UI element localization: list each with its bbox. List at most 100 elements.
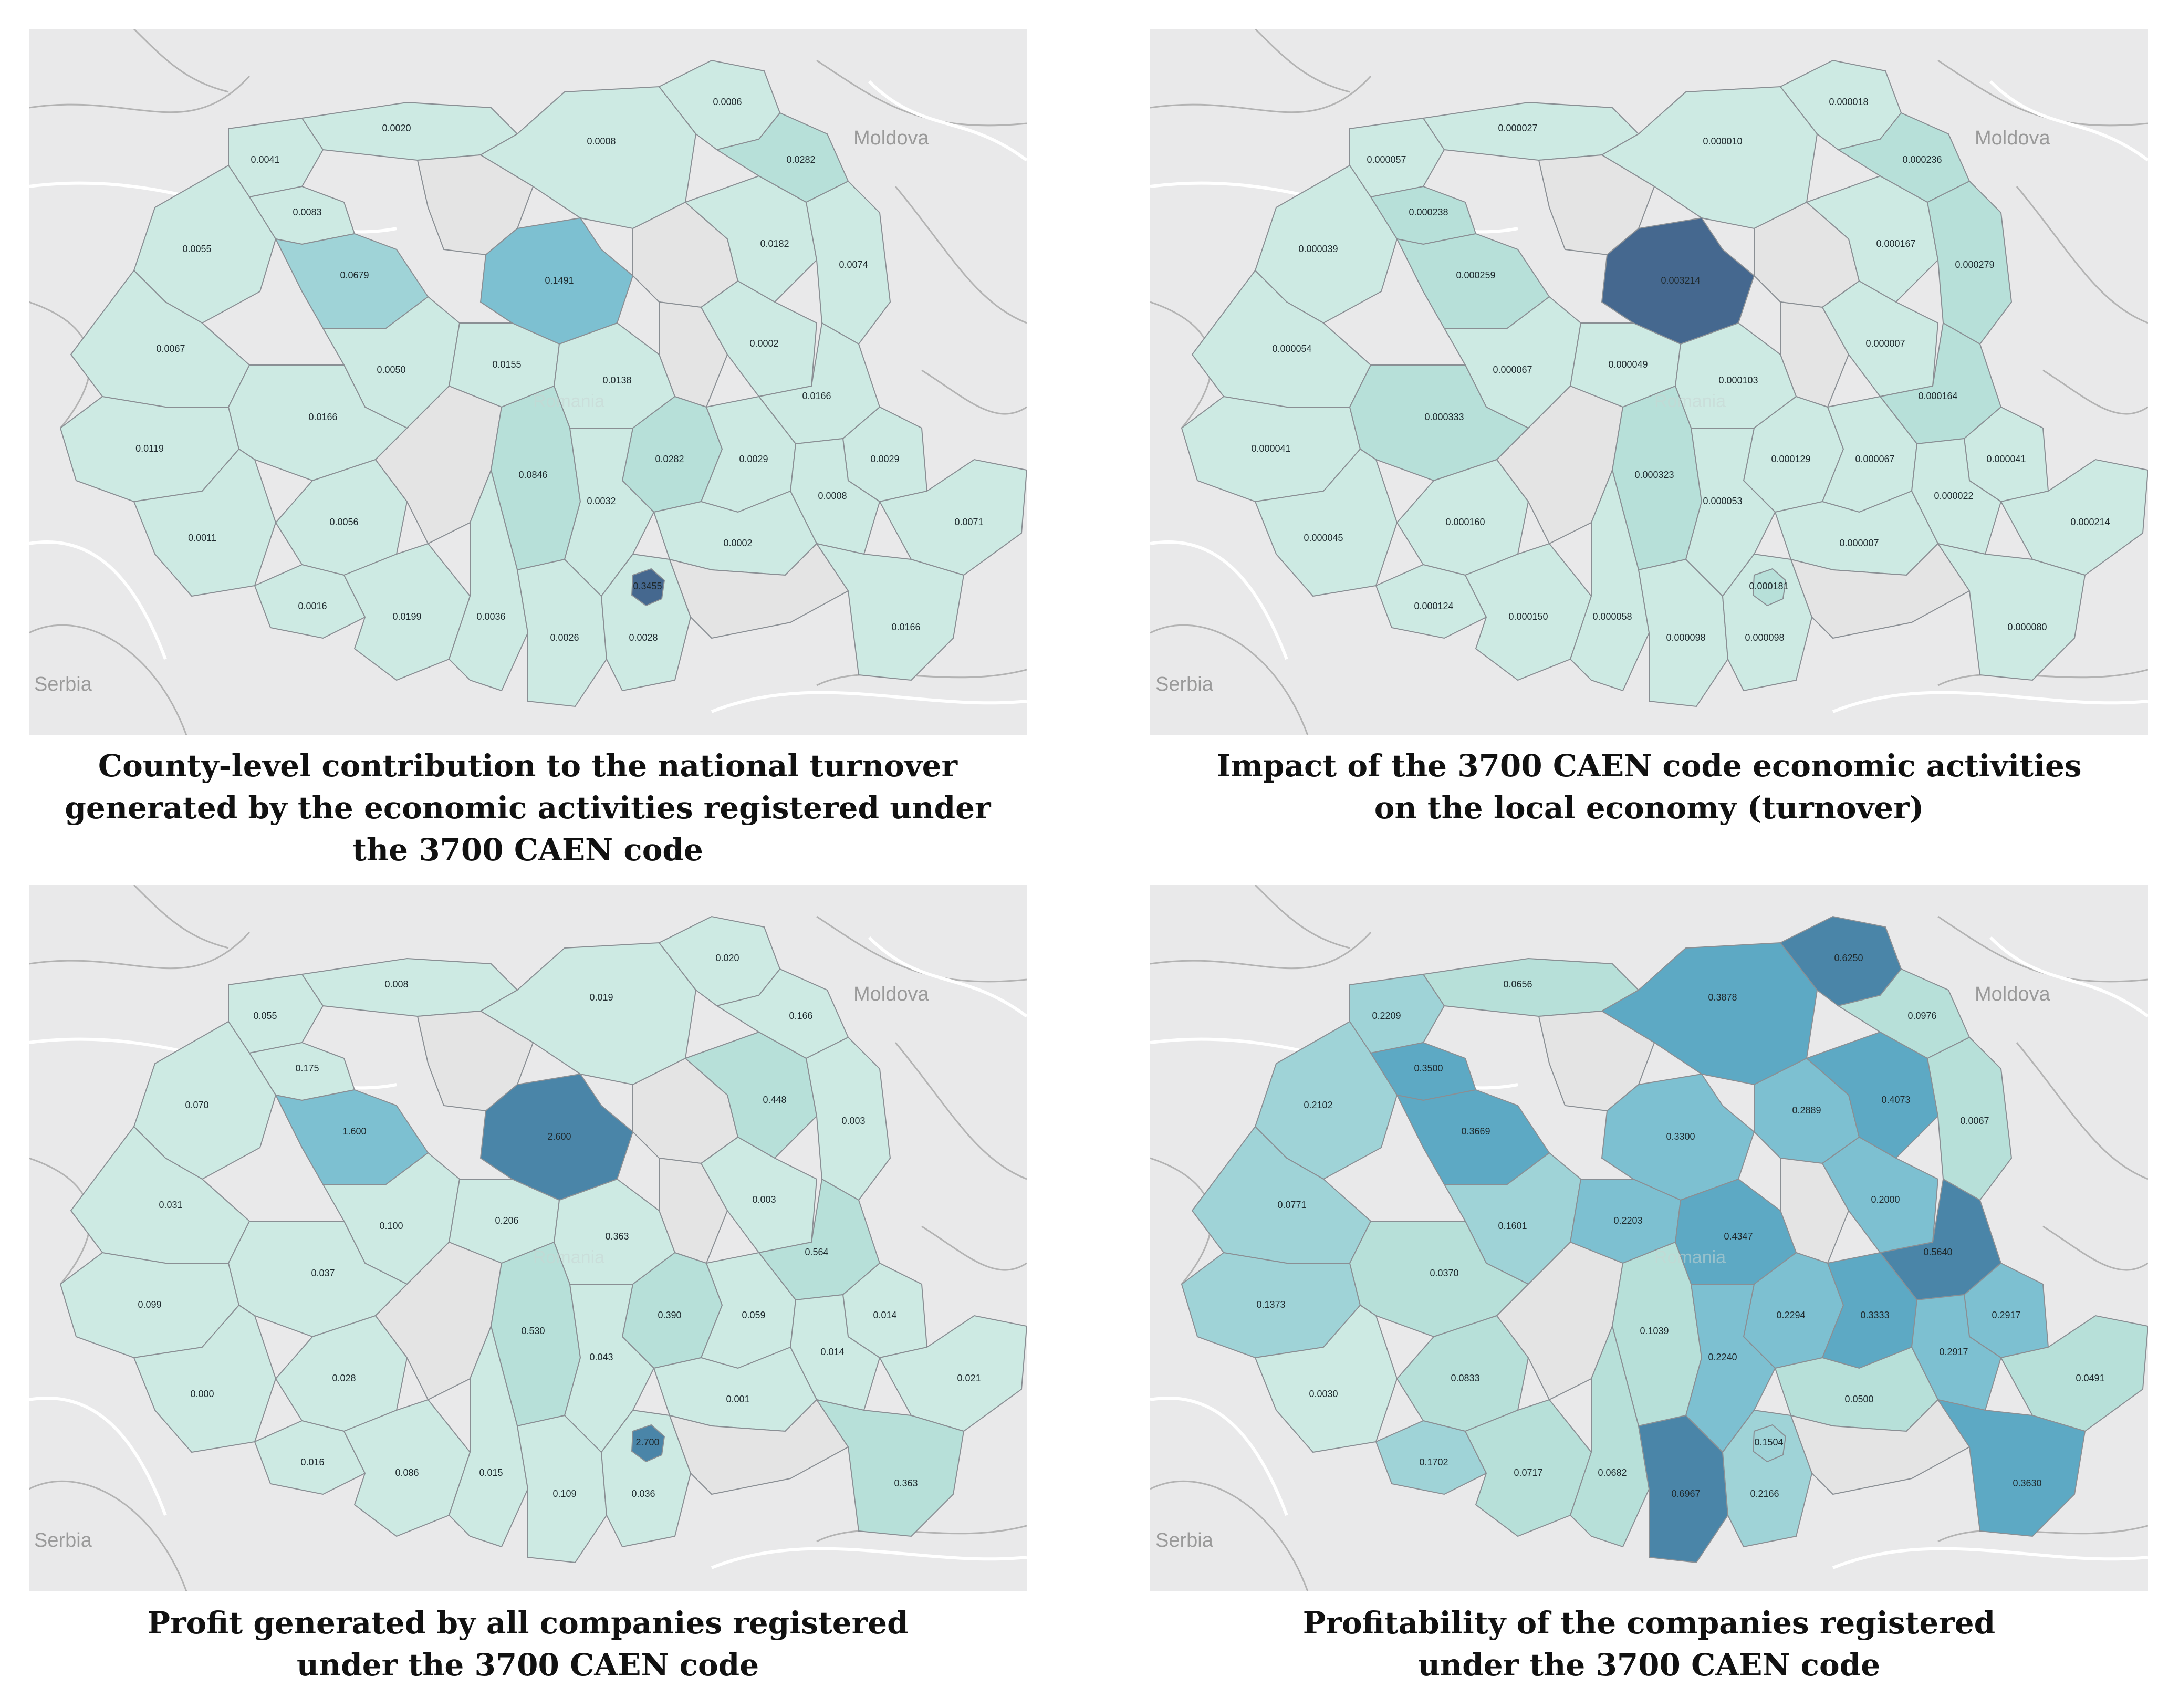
neighbor-border xyxy=(816,915,1027,983)
road xyxy=(29,540,167,660)
caption-line: under the 3700 CAEN code xyxy=(296,1647,759,1683)
county-maramures[interactable] xyxy=(301,957,518,1017)
country-label-serbia: Serbia xyxy=(34,673,92,695)
county-value-bacau: 0.000007 xyxy=(1865,338,1905,349)
county-value-galati: 0.0029 xyxy=(870,454,899,464)
county-olt[interactable] xyxy=(1569,1324,1650,1548)
county-label-layer: 0.000057 0.000027 0.000010 0.000018 0.000039… xyxy=(1251,97,2110,643)
county-constanta[interactable] xyxy=(1936,543,2086,681)
county-value-vrancea: 0.564 xyxy=(805,1247,828,1257)
neighbor-border xyxy=(1150,931,1372,970)
county-label-layer: 0.2209 0.0656 0.3878 0.6250 0.2102 0.3500 0.36… xyxy=(1256,953,2104,1499)
county-iasi[interactable] xyxy=(1837,112,1971,203)
county-giurgiu[interactable] xyxy=(1722,553,1813,692)
neighbor-border xyxy=(29,931,251,970)
county-value-ialomita: 0.0002 xyxy=(723,538,752,548)
county-value-tulcea: 0.0491 xyxy=(2076,1373,2104,1383)
caption-line: Impact of the 3700 CAEN code economic ac… xyxy=(1216,748,2082,784)
map-caption-turnover-contribution: County-level contribution to the nationa… xyxy=(29,745,1027,871)
county-value-bacau: 0.0002 xyxy=(749,338,778,349)
county-value-vrancea: 0.000164 xyxy=(1918,391,1957,401)
road xyxy=(711,691,1027,713)
county-value-timis: 0.0119 xyxy=(135,443,164,454)
county-value-sibiu: 0.2203 xyxy=(1613,1215,1642,1226)
county-value-vrancea: 0.0166 xyxy=(802,391,831,401)
county-value-constanta: 0.3630 xyxy=(2013,1478,2041,1488)
county-value-iasi: 0.000236 xyxy=(1902,154,1942,165)
county-value-salaj: 0.175 xyxy=(295,1063,319,1074)
county-value-iasi: 0.0976 xyxy=(1907,1011,1936,1021)
county-value-cluj: 0.000259 xyxy=(1456,270,1495,280)
county-iasi[interactable] xyxy=(715,112,849,203)
county-value-satu-mare: 0.055 xyxy=(253,1011,277,1021)
county-vaslui[interactable] xyxy=(805,1036,891,1201)
country-label-romania: Romania xyxy=(1654,1247,1726,1267)
county-vaslui[interactable] xyxy=(805,180,891,345)
county-bucharest[interactable] xyxy=(631,1424,665,1463)
county-value-sibiu: 0.206 xyxy=(495,1215,518,1226)
county-value-cluj: 0.0679 xyxy=(340,270,369,280)
neighbor-border xyxy=(816,669,1027,686)
map-frame: Moldova Serbia Romania 0.055 0.008 0.019 0.020… xyxy=(29,885,1027,1591)
romania-county-map: MoldovaSerbiaRomania0.22090.06560.38780.… xyxy=(1150,885,2148,1591)
neighbor-border xyxy=(1150,624,1309,735)
county-value-galati: 0.000041 xyxy=(1986,454,2026,464)
county-olt[interactable] xyxy=(1569,468,1650,692)
country-label-serbia: Serbia xyxy=(1155,673,1214,695)
county-iasi[interactable] xyxy=(715,968,849,1059)
county-value-dolj: 0.0717 xyxy=(1514,1467,1542,1478)
county-value-buzau: 0.000067 xyxy=(1855,454,1894,464)
neighbor-border xyxy=(29,624,187,735)
county-value-olt: 0.015 xyxy=(479,1467,503,1478)
county-olt[interactable] xyxy=(448,1324,529,1548)
county-layer xyxy=(59,59,1027,707)
county-giurgiu[interactable] xyxy=(600,1409,692,1548)
county-giurgiu[interactable] xyxy=(600,553,692,692)
neighbor-border xyxy=(921,1225,1027,1271)
county-value-gorj: 0.028 xyxy=(332,1373,356,1383)
county-bucharest[interactable] xyxy=(1752,568,1787,607)
county-value-arges: 0.0846 xyxy=(518,470,547,480)
county-value-mehedinti: 0.0016 xyxy=(298,601,327,611)
county-value-iasi: 0.0282 xyxy=(786,154,815,165)
county-label-layer: 0.055 0.008 0.019 0.020 0.070 0.175 1.600 2.600… xyxy=(138,953,981,1499)
neighbor-border xyxy=(133,29,229,93)
map-frame: Moldova Serbia Romania 0.000057 0.000027 0.00… xyxy=(1150,29,2148,735)
county-bucharest[interactable] xyxy=(631,568,665,607)
county-layer xyxy=(1181,915,2148,1564)
county-value-maramures: 0.0020 xyxy=(382,123,411,133)
county-value-brasov: 0.363 xyxy=(605,1231,629,1242)
county-vaslui[interactable] xyxy=(1926,180,2013,345)
county-value-bihor: 0.0055 xyxy=(182,244,211,254)
county-vaslui[interactable] xyxy=(1926,1036,2013,1201)
county-value-satu-mare: 0.000057 xyxy=(1367,154,1406,165)
county-value-suceava: 0.000010 xyxy=(1703,136,1742,147)
county-bucharest[interactable] xyxy=(1752,1424,1787,1463)
romania-county-map: MoldovaSerbiaRomania0.00410.00200.00080.… xyxy=(29,29,1027,735)
county-constanta[interactable] xyxy=(815,1399,965,1537)
neighbor-border xyxy=(2016,1042,2148,1180)
county-layer xyxy=(59,915,1027,1564)
county-value-dambovita: 0.043 xyxy=(589,1352,613,1362)
county-value-alba: 0.100 xyxy=(379,1221,403,1231)
county-value-vaslui: 0.000279 xyxy=(1955,259,1994,270)
county-value-suceava: 0.3878 xyxy=(1708,992,1737,1003)
county-giurgiu[interactable] xyxy=(1722,1409,1813,1548)
county-value-suceava: 0.0008 xyxy=(587,136,616,147)
county-constanta[interactable] xyxy=(1936,1399,2086,1537)
road xyxy=(1150,540,1288,660)
county-constanta[interactable] xyxy=(815,543,965,681)
county-value-hunedoara: 0.000333 xyxy=(1424,412,1464,422)
country-label-moldova: Moldova xyxy=(1975,983,2050,1005)
county-value-bacau: 0.003 xyxy=(752,1194,776,1205)
county-value-dambovita: 0.000053 xyxy=(1703,496,1742,506)
basemap-background xyxy=(29,29,1027,735)
map-caption-profitability: Profitability of the companies registere… xyxy=(1150,1602,2148,1686)
county-value-hunedoara: 0.0166 xyxy=(308,412,337,422)
county-value-cluj: 0.3669 xyxy=(1461,1126,1490,1137)
caption-line: under the 3700 CAEN code xyxy=(1417,1647,1881,1683)
county-iasi[interactable] xyxy=(1837,968,1971,1059)
county-olt[interactable] xyxy=(448,468,529,692)
county-value-mehedinti: 0.1702 xyxy=(1419,1457,1448,1467)
county-value-prahova: 0.390 xyxy=(658,1310,681,1320)
